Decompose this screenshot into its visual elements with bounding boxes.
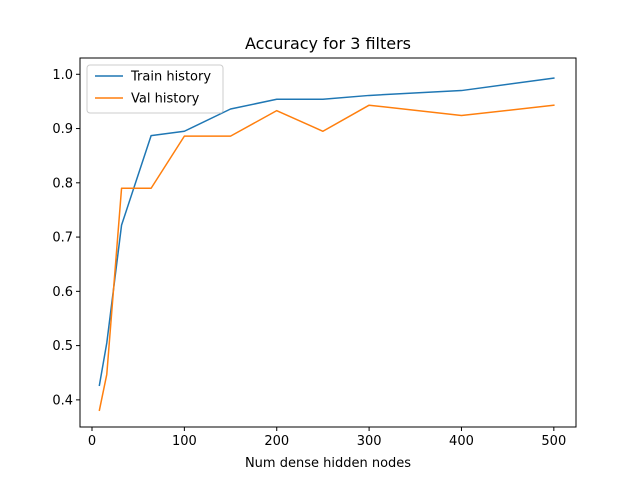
legend-label: Train history <box>130 70 211 85</box>
series-line-val-history <box>98 104 555 412</box>
y-tick-label: 0.4 <box>52 393 73 408</box>
y-axis: 0.4 0.5 0.6 0.7 0.8 0.9 1.0 <box>52 68 80 408</box>
y-tick-label: 0.7 <box>52 231 73 246</box>
axes-frame <box>79 57 577 428</box>
legend: Train history Val history <box>86 64 224 114</box>
x-axis-label: Num dense hidden nodes <box>245 456 411 471</box>
x-tick-label: 500 <box>541 434 566 449</box>
legend-box <box>86 64 224 114</box>
y-tick-label: 0.9 <box>52 122 73 137</box>
x-tick-label: 400 <box>449 434 474 449</box>
plot-area <box>98 77 555 412</box>
x-tick-label: 300 <box>357 434 382 449</box>
x-axis: 0 100 200 300 400 500 <box>88 427 566 449</box>
y-tick-label: 0.5 <box>52 339 73 354</box>
series-line-train-history <box>98 77 555 387</box>
chart-title: Accuracy for 3 filters <box>245 34 411 53</box>
y-tick-label: 0.6 <box>52 285 73 300</box>
x-tick-label: 100 <box>172 434 197 449</box>
y-tick-label: 1.0 <box>52 68 73 83</box>
x-tick-label: 0 <box>88 434 96 449</box>
y-tick-label: 0.8 <box>52 176 73 191</box>
x-tick-label: 200 <box>264 434 289 449</box>
legend-label: Val history <box>131 92 200 107</box>
